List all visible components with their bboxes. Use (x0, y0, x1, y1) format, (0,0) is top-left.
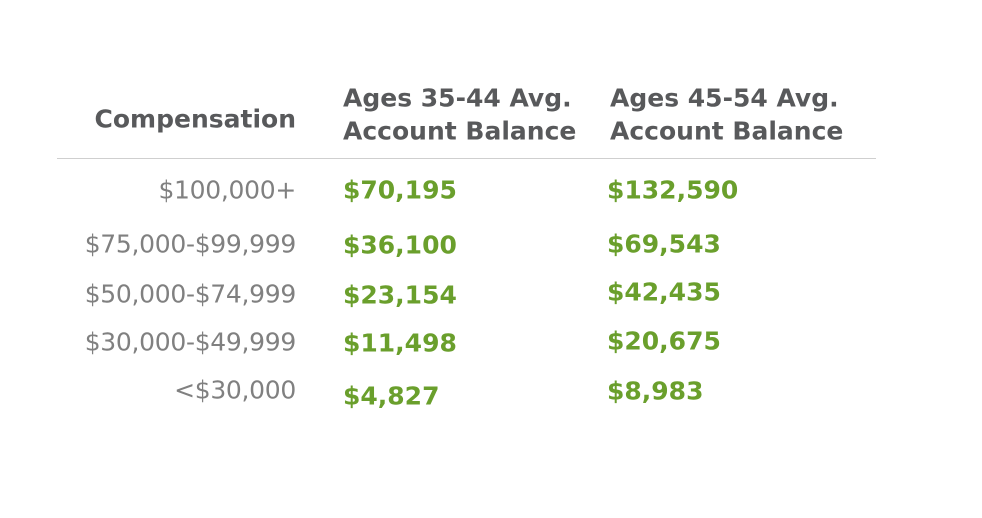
header-line: Ages 35-44 Avg. (343, 83, 572, 113)
balance-45-54-cell: $69,543 (607, 229, 721, 259)
balance-35-44-cell: $4,827 (343, 381, 440, 411)
balance-35-44-cell: $36,100 (343, 230, 457, 260)
balance-45-54-cell: $42,435 (607, 277, 721, 307)
balance-35-44-cell: $11,498 (343, 328, 457, 358)
balance-35-44-cell: $23,154 (343, 280, 457, 310)
header-line: Account Balance (343, 116, 577, 146)
header-line: Ages 45-54 Avg. (610, 83, 839, 113)
compensation-cell: $100,000+ (158, 175, 296, 205)
balance-35-44-cell: $70,195 (343, 175, 457, 205)
header-line: Account Balance (610, 116, 844, 146)
divider (57, 158, 876, 159)
header-compensation: Compensation (94, 104, 296, 134)
compensation-cell: $50,000-$74,999 (84, 279, 297, 309)
compensation-cell: $75,000-$99,999 (84, 229, 297, 259)
balance-45-54-cell: $132,590 (607, 175, 739, 205)
compensation-cell: <$30,000 (174, 375, 296, 405)
compensation-cell: $30,000-$49,999 (84, 327, 297, 357)
balance-45-54-cell: $20,675 (607, 326, 721, 356)
balance-45-54-cell: $8,983 (607, 376, 704, 406)
